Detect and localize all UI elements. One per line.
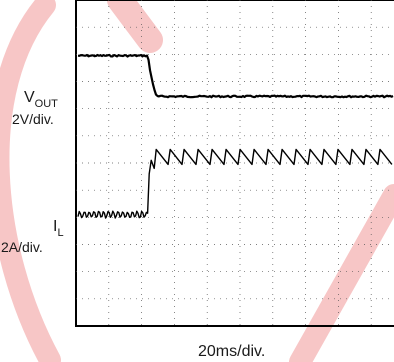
il-label: IL [53,218,64,239]
watermark-stroke-top [107,0,163,53]
watermark-stroke-right [289,184,394,362]
grid [76,0,394,326]
watermark-stroke-left [0,0,61,362]
vout-label-main: V [24,89,35,106]
series-il-trace [77,148,393,219]
vout-scale-label: 2V/div. [12,111,54,127]
vout-label-subscript: OUT [34,98,58,110]
il-label-main: I [53,218,58,235]
il-label-subscript: L [57,227,64,239]
x-axis-label: 20ms/div. [198,343,266,360]
series-vout-trace [77,53,394,99]
il-scale-label: 2A/div. [1,239,43,255]
vout-label: VOUT [24,89,58,110]
